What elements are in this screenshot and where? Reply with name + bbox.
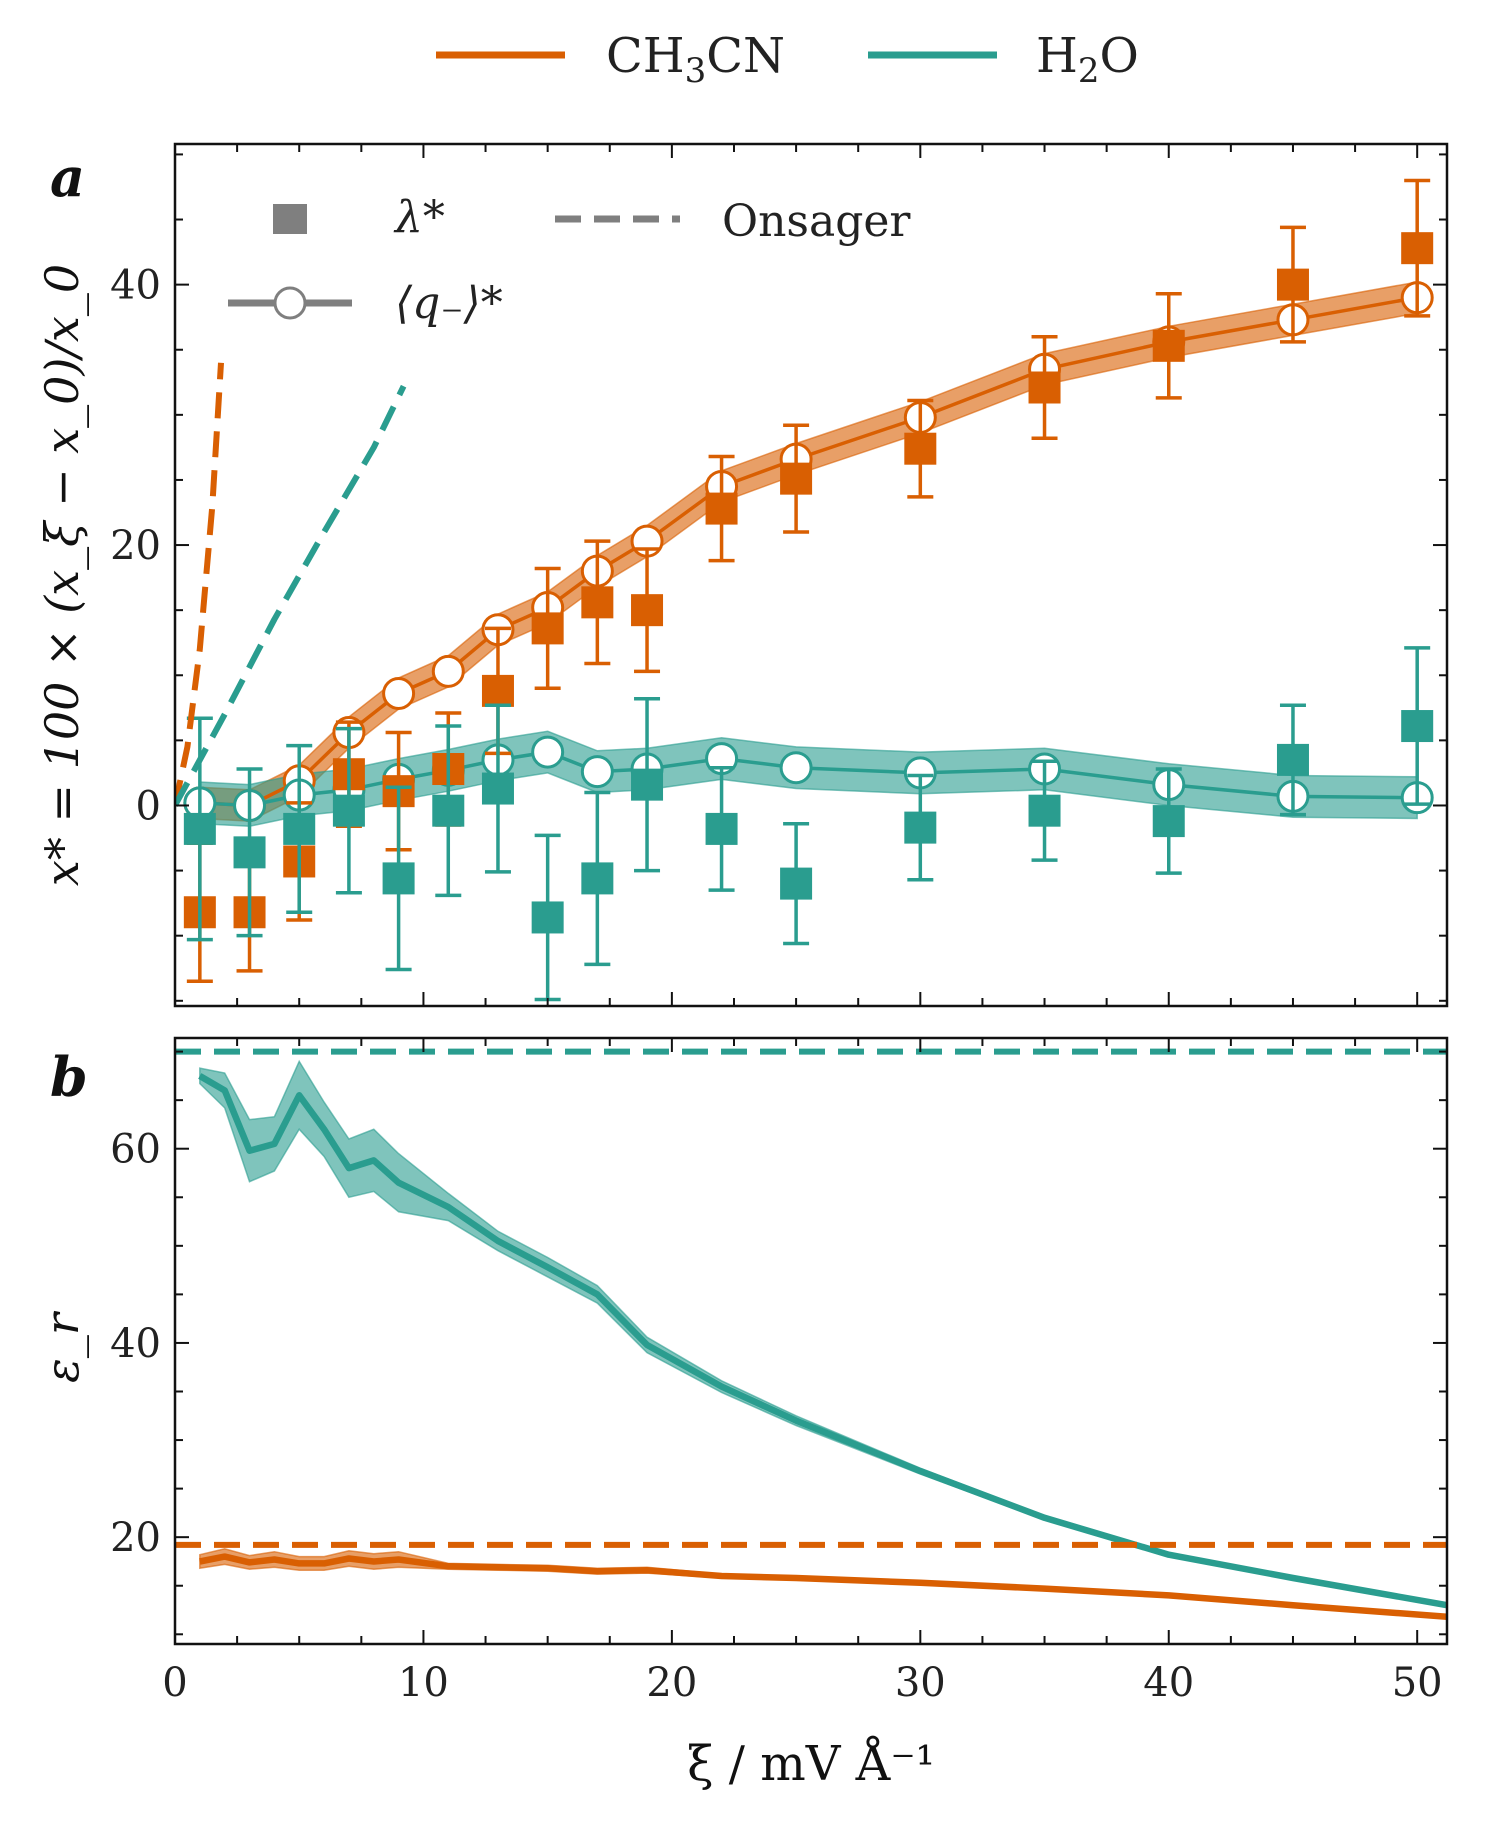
legend-ch3cn-label: CH3CN (606, 28, 785, 91)
panel-a-label: a (50, 145, 85, 209)
h2o-marker (233, 836, 266, 869)
ch3cn-marker (631, 594, 664, 627)
h2o-marker (183, 812, 216, 845)
x-tick-label: 30 (895, 1660, 946, 1706)
legend-onsager-label: Onsager (722, 196, 911, 247)
ch3cn-marker (481, 674, 514, 707)
x-tick-label: 0 (162, 1660, 187, 1706)
panel-b-ylabel: ε_r (35, 1310, 89, 1383)
legend-lambda-marker (273, 204, 307, 234)
ch3cn-marker (904, 432, 937, 465)
h2o-marker (1152, 805, 1185, 838)
x-axis-label: ξ / mV Å⁻¹ (687, 1735, 935, 1792)
y-tick-label: 0 (136, 783, 161, 829)
h2o-q-point (580, 755, 614, 789)
h2o-marker (904, 811, 937, 844)
legend-h2o-label: H2O (1036, 28, 1139, 91)
h2o-marker (705, 812, 738, 845)
panel-b-label: b (50, 1045, 88, 1109)
h2o-q-point (531, 735, 565, 769)
h2o-marker (481, 772, 514, 805)
panel-a: 0 20 40 a x* = 100 × (x_ξ − x_0)/x_0 λ* On… (35, 142, 1449, 1008)
y-tick-label: 20 (110, 523, 161, 569)
panel-b-series (175, 1048, 1447, 1621)
x-tick-label: 40 (1143, 1660, 1194, 1706)
figure-legend: CH3CN H2O (436, 28, 1139, 91)
x-tick-label: 50 (1392, 1660, 1443, 1706)
h2o-r-band (199, 1059, 1447, 1608)
panel-a-series (175, 178, 1434, 1002)
legend-q-marker (273, 286, 307, 320)
panel-a-ticks: 0 20 40 (110, 144, 1447, 1006)
panel-b-frame (173, 1036, 1449, 1646)
h2o-marker (1401, 710, 1434, 743)
ch3cn-marker (1028, 371, 1061, 404)
y-tick-label: 40 (110, 263, 161, 309)
panel-b-ticks: 20 40 60 0 10 20 30 40 50 (110, 1038, 1447, 1706)
panel-a-frame (173, 142, 1449, 1008)
panel-a-ylabel: x* = 100 × (x_ξ − x_0)/x_0 (35, 264, 89, 886)
ch3cn-q-point (382, 676, 416, 710)
y-tick-label: 20 (110, 1515, 161, 1561)
h2o-marker (283, 812, 316, 845)
y-tick-label: 40 (110, 1321, 161, 1367)
ch3cn-q-band (199, 281, 1418, 822)
ch3cn-onsager-line (175, 362, 224, 807)
ch3cn-marker (780, 462, 813, 495)
ch3cn-marker (1152, 329, 1185, 362)
y-tick-label: 60 (110, 1127, 161, 1173)
h2o-q-point (779, 751, 813, 785)
legend-q-label: ⟨q₋⟩* (395, 278, 503, 329)
h2o-onsager-line (175, 384, 407, 807)
x-tick-label: 20 (646, 1660, 697, 1706)
h2o-marker (780, 867, 813, 900)
h2o-marker (1028, 794, 1061, 827)
h2o-marker (1276, 743, 1309, 776)
legend-lambda-label: λ* (393, 192, 445, 243)
x-tick-label: 10 (398, 1660, 449, 1706)
ch3cn-q-line (199, 295, 1418, 808)
ch3cn-marker (581, 586, 614, 619)
h2o-marker (631, 768, 664, 801)
ch3cn-q-point (431, 654, 465, 688)
h2o-marker (581, 862, 614, 895)
h2o-r-line (198, 1073, 1447, 1609)
h2o-marker (432, 794, 465, 827)
h2o-marker (332, 794, 365, 827)
ch3cn-marker (1401, 232, 1434, 265)
ch3cn-marker (531, 612, 564, 645)
h2o-marker (382, 862, 415, 895)
panel-a-plot-area (175, 178, 1434, 1002)
ch3cn-marker (705, 492, 738, 525)
h2o-marker (531, 901, 564, 934)
ch3cn-marker (1276, 268, 1309, 301)
ch3cn-r-line (199, 1553, 1447, 1621)
panel-b-plot-area (175, 1048, 1447, 1621)
panel-a-inner-legend: λ* Onsager ⟨q₋⟩* (228, 192, 911, 329)
panel-b: 20 40 60 0 10 20 30 40 50 b ε_r ξ / mV Å⁻¹ (35, 1036, 1449, 1792)
